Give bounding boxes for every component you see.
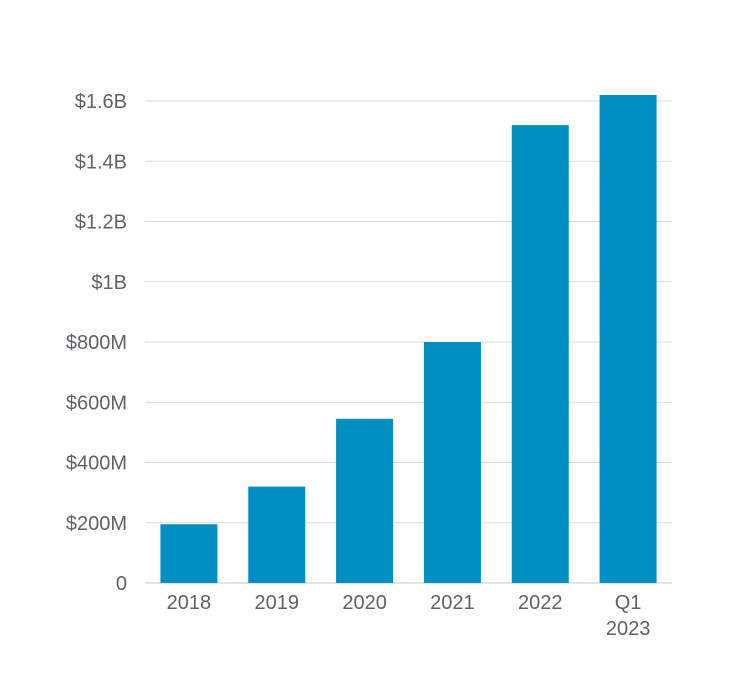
y-axis: 0 $200M $400M $600M $800M $1B $1.2B $1.4B $1.6B bbox=[66, 91, 127, 595]
y-tick-label: $1.2B bbox=[75, 212, 127, 234]
y-tick-label: $200M bbox=[66, 513, 127, 535]
y-tick-label: $1.6B bbox=[75, 91, 127, 113]
x-tick-label: 2022 bbox=[518, 592, 563, 614]
x-tick-label: Q1 bbox=[615, 592, 642, 614]
x-tick-label: 2019 bbox=[255, 592, 300, 614]
x-tick-label: 2020 bbox=[342, 592, 387, 614]
bar-2019 bbox=[248, 486, 306, 583]
bar-2022 bbox=[511, 125, 569, 583]
x-tick-label: 2023 bbox=[606, 618, 651, 640]
bar-2020 bbox=[336, 418, 394, 583]
y-tick-label: $600M bbox=[66, 392, 127, 414]
bar-2021 bbox=[423, 342, 481, 583]
gridlines bbox=[145, 100, 672, 584]
y-tick-label: $1.4B bbox=[75, 151, 127, 173]
y-tick-label: $1B bbox=[91, 272, 127, 294]
y-tick-label: $800M bbox=[66, 332, 127, 354]
y-tick-label: 0 bbox=[116, 573, 127, 595]
x-tick-label: 2021 bbox=[430, 592, 475, 614]
bars bbox=[160, 94, 657, 583]
bar-2018 bbox=[160, 524, 218, 583]
x-tick-label: 2018 bbox=[167, 592, 212, 614]
bar-q1-2023 bbox=[599, 94, 657, 583]
y-tick-label: $400M bbox=[66, 453, 127, 475]
x-axis: 2018 2019 2020 2021 2022 Q1 2023 bbox=[167, 592, 651, 640]
